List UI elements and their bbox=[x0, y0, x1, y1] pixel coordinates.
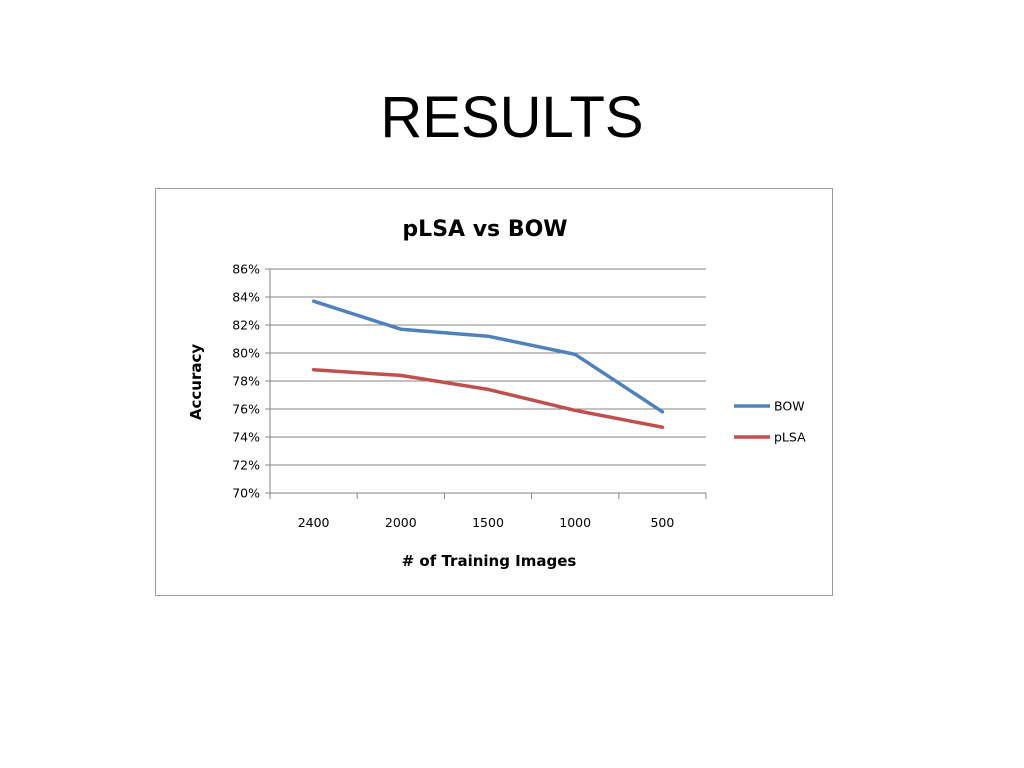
y-tick-label: 72% bbox=[232, 458, 260, 473]
series-line-plsa bbox=[311, 368, 665, 429]
x-axis-title: # of Training Images bbox=[402, 552, 577, 570]
chart-frame: pLSA vs BOW 70% 72% 74% 76% 78% 80% 82% 84% 86% … bbox=[155, 188, 833, 596]
axes bbox=[265, 268, 707, 499]
line-chart: pLSA vs BOW 70%72%74%76%78%80%82%84%86% … bbox=[187, 217, 806, 570]
x-tick-label: 500 bbox=[650, 515, 674, 530]
y-tick-label: 82% bbox=[232, 318, 260, 333]
legend: BOW pLSA bbox=[734, 399, 806, 445]
x-tick-label: 2000 bbox=[385, 515, 417, 530]
series-lines bbox=[311, 299, 665, 429]
y-tick-label: 84% bbox=[232, 290, 260, 305]
x-tick-label: 1000 bbox=[559, 515, 591, 530]
gridlines bbox=[270, 268, 706, 466]
legend-label-bow: BOW bbox=[774, 399, 805, 414]
slide-title: RESULTS bbox=[380, 85, 644, 150]
x-tick-label: 2400 bbox=[298, 515, 330, 530]
y-tick-label: 76% bbox=[232, 402, 260, 417]
y-axis-title: Accuracy bbox=[187, 344, 205, 420]
chart-title: pLSA vs BOW bbox=[402, 217, 567, 242]
y-tick-label: 86% bbox=[232, 262, 260, 277]
y-tick-label: 78% bbox=[232, 374, 260, 389]
y-tick-label: 74% bbox=[232, 430, 260, 445]
y-tick-labels: 70% 72% 74% 76% 78% 80% 82% 84% 86% bbox=[232, 262, 260, 501]
y-tick-label: 80% bbox=[232, 346, 260, 361]
legend-label-plsa: pLSA bbox=[774, 430, 806, 445]
y-tick-label: 70% bbox=[232, 486, 260, 501]
x-tick-labels: 2400 2000 1500 1000 500 bbox=[298, 515, 675, 530]
series-line-bow bbox=[311, 299, 665, 414]
x-tick-label: 1500 bbox=[472, 515, 504, 530]
